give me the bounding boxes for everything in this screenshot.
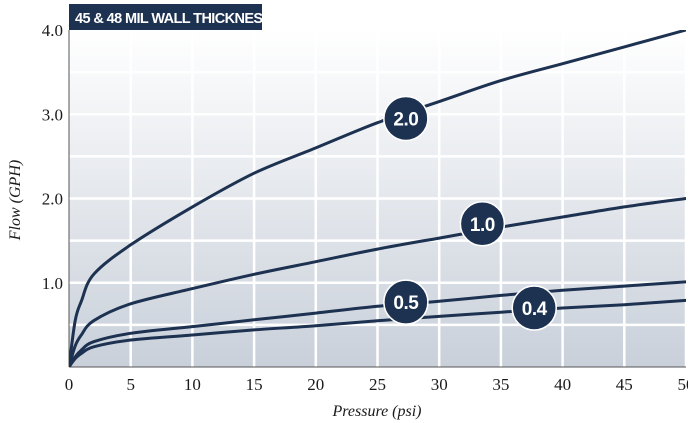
series-badge-label-0.4: 0.4: [522, 299, 548, 320]
title-banner: 45 & 48 MIL WALL THICKNESS: [69, 4, 273, 30]
series-line-0.4: [69, 298, 686, 367]
y-tick-labels: 1.0 2.0 3.0 4.0: [42, 21, 63, 293]
chart-title: 45 & 48 MIL WALL THICKNESS: [75, 11, 272, 27]
x-tick-label-9: 45: [616, 375, 633, 394]
series-line-1.0: [69, 197, 686, 367]
series-badge-circle-1.0: [459, 201, 506, 247]
x-tick-label-6: 30: [431, 375, 448, 394]
series-badge-0.4: 0.4: [511, 285, 557, 331]
y-tick-label-3: 4.0: [42, 21, 63, 40]
x-tick-label-8: 40: [554, 375, 571, 394]
x-tick-labels: 0 5 10 15 20 25 30 35 40 45 50: [65, 375, 688, 394]
series-badge-0.5: 0.5: [383, 279, 429, 325]
series-badge-label-2.0: 2.0: [393, 109, 418, 130]
x-tick-label-3: 15: [246, 375, 263, 394]
y-tick-label-1: 2.0: [42, 190, 63, 209]
series-badge-circle-0.5: [383, 279, 429, 325]
series-lines: [69, 30, 686, 367]
series-badge-label-1.0: 1.0: [470, 215, 495, 236]
series-badge-1.0: 1.0: [459, 201, 506, 247]
y-tick-label-0: 1.0: [42, 274, 63, 293]
series-badge-2.0: 2.0: [383, 95, 429, 142]
axes: [68, 30, 686, 368]
y-tick-label-2: 3.0: [42, 105, 63, 124]
x-tick-label-10: 50: [678, 375, 688, 394]
series-badge-circle-2.0: [383, 95, 429, 142]
series-badges: 2.0 1.0 0.5 0.4: [383, 95, 557, 331]
series-line-0.5: [69, 280, 686, 367]
series-badge-circle-0.4: [511, 285, 557, 331]
x-tick-label-1: 5: [126, 375, 135, 394]
x-tick-label-5: 25: [369, 375, 386, 394]
x-tick-label-2: 10: [184, 375, 201, 394]
x-axis-label: Pressure (psi): [331, 403, 421, 420]
title-banner-background: [69, 4, 262, 30]
y-axis-label: Flow (GPH): [7, 160, 24, 241]
x-tick-label-7: 35: [492, 375, 509, 394]
series-line-2.0: [69, 30, 686, 367]
series-badge-label-0.5: 0.5: [393, 293, 419, 314]
x-tick-label-0: 0: [65, 375, 74, 394]
x-tick-label-4: 20: [307, 375, 324, 394]
